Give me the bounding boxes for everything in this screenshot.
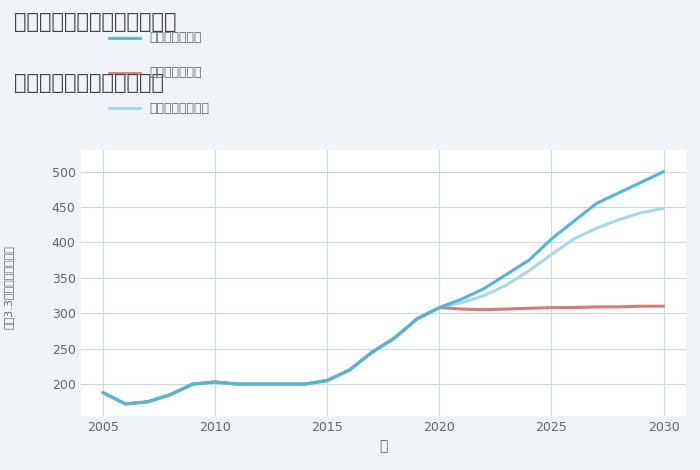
- Text: バッドシナリオ: バッドシナリオ: [149, 66, 202, 79]
- Text: グッドシナリオ: グッドシナリオ: [149, 31, 202, 44]
- Text: 坪（3.3㎡）単価（万円）: 坪（3.3㎡）単価（万円）: [4, 245, 13, 329]
- Text: 中古マンションの価格推移: 中古マンションの価格推移: [14, 73, 164, 93]
- Text: 神奈川県横浜市中区黄金町の: 神奈川県横浜市中区黄金町の: [14, 12, 176, 32]
- Text: ノーマルシナリオ: ノーマルシナリオ: [149, 102, 209, 115]
- X-axis label: 年: 年: [379, 439, 387, 454]
